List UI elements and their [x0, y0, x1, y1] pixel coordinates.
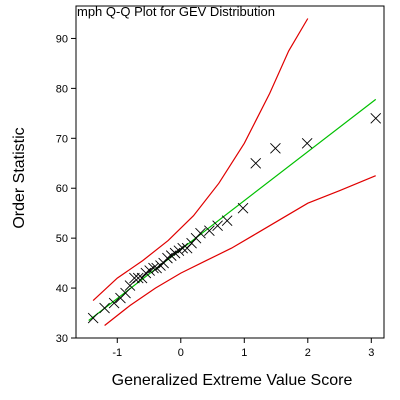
upper-confidence-band [92, 18, 309, 302]
y-tick-label: 70 [56, 133, 68, 145]
data-point [370, 113, 382, 124]
data-point [301, 137, 313, 149]
y-axis-title: Order Statistic [11, 127, 28, 228]
y-tick-label: 90 [56, 33, 68, 45]
y-tick-label: 30 [56, 333, 68, 345]
data-point [132, 272, 144, 284]
data-point [250, 157, 262, 169]
data-point [99, 302, 110, 314]
data-point [108, 297, 120, 309]
data-point [177, 242, 189, 254]
lower-confidence-band [104, 175, 376, 326]
data-point [129, 272, 140, 284]
x-tick-label: 0 [178, 347, 184, 359]
y-tick-label: 50 [56, 233, 68, 245]
data-point [148, 262, 159, 274]
plot-frame [75, 5, 385, 339]
x-tick-label: 1 [241, 347, 247, 359]
x-tick-label: -1 [112, 347, 122, 359]
data-point [221, 215, 233, 226]
y-tick-label: 60 [56, 183, 68, 195]
y-tick-label: 40 [56, 283, 68, 295]
data-point [120, 287, 131, 299]
x-tick-label: 3 [368, 347, 374, 359]
data-point [270, 142, 281, 154]
data-point [212, 220, 223, 231]
data-point [237, 202, 249, 214]
y-tick-label: 80 [56, 83, 68, 95]
plot-area: -1 0 1 2 3 30 40 50 60 70 80 90 [56, 5, 385, 359]
x-axis-title: Generalized Extreme Value Score [112, 372, 353, 389]
data-point [195, 227, 206, 239]
data-point [204, 225, 215, 236]
reference-fit-line [88, 98, 377, 322]
chart-title: mph Q-Q Plot for GEV Distribution [77, 4, 275, 19]
x-tick-label: 2 [305, 347, 311, 359]
data-point [124, 280, 136, 291]
data-point [87, 312, 99, 324]
